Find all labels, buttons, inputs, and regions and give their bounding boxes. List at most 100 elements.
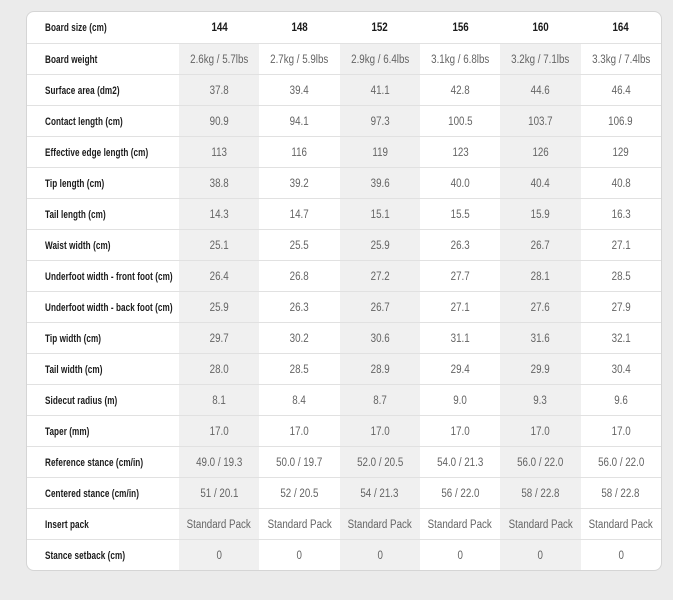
- cell-value: 58 / 22.8: [580, 477, 661, 509]
- table-row: Sidecut radius (m) 8.1 8.4 8.7 9.0 9.3 9…: [27, 384, 661, 416]
- cell-value-text: 44.6: [530, 84, 550, 97]
- cell-value: 17.0: [500, 415, 581, 447]
- row-label-text: Stance setback (cm): [45, 549, 126, 562]
- row-label-text: Reference stance (cm/in): [45, 456, 144, 469]
- cell-value: 8.1: [179, 384, 260, 416]
- cell-value-text: 56.0 / 22.0: [597, 456, 644, 469]
- cell-value-text: 38.8: [209, 177, 229, 190]
- cell-value: 27.9: [580, 291, 661, 323]
- cell-value: 16.3: [580, 198, 661, 230]
- table-row: Surface area (dm2) 37.8 39.4 41.1 42.8 4…: [27, 74, 661, 106]
- column-header-text: 164: [612, 22, 629, 35]
- cell-value: 29.4: [419, 353, 501, 385]
- cell-value-text: 14.7: [289, 208, 310, 221]
- cell-value-text: 9.3: [533, 394, 548, 407]
- table-row: Underfoot width - back foot (cm) 25.9 26…: [27, 291, 661, 323]
- cell-value-text: 25.5: [289, 239, 310, 252]
- cell-value-text: 0: [216, 549, 222, 562]
- cell-value: 38.8: [179, 167, 260, 199]
- row-label-text: Contact length (cm): [45, 115, 123, 128]
- cell-value-text: 28.0: [209, 363, 229, 376]
- cell-value: 9.0: [419, 384, 501, 416]
- cell-value: Standard Pack: [179, 508, 260, 540]
- cell-value-text: 103.7: [528, 115, 553, 128]
- table-row: Contact length (cm) 90.9 94.1 97.3 100.5…: [27, 105, 661, 137]
- cell-value-text: 54.0 / 21.3: [437, 456, 484, 469]
- cell-value: 30.6: [339, 322, 420, 354]
- row-label-text: Underfoot width - back foot (cm): [45, 301, 173, 314]
- cell-value: 123: [419, 136, 501, 168]
- cell-value: 113: [179, 136, 260, 168]
- cell-value: Standard Pack: [580, 508, 661, 540]
- cell-value-text: 27.2: [370, 270, 390, 283]
- cell-value: 106.9: [580, 105, 661, 137]
- cell-value-text: 39.6: [370, 177, 390, 190]
- cell-value-text: 17.0: [450, 425, 470, 438]
- row-label: Sidecut radius (m): [27, 384, 179, 416]
- cell-value-text: 28.5: [289, 363, 310, 376]
- cell-value: 0: [500, 539, 581, 570]
- cell-value: 28.0: [179, 353, 260, 385]
- row-label: Tip width (cm): [27, 322, 179, 354]
- cell-value: 40.4: [500, 167, 581, 199]
- cell-value-text: 28.9: [370, 363, 390, 376]
- cell-value: 28.5: [259, 353, 340, 385]
- cell-value-text: 25.9: [209, 301, 229, 314]
- cell-value-text: 26.7: [530, 239, 550, 252]
- cell-value-text: 14.3: [209, 208, 229, 221]
- row-label: Effective edge length (cm): [27, 136, 179, 168]
- cell-value: Standard Pack: [500, 508, 581, 540]
- cell-value: 39.6: [339, 167, 420, 199]
- cell-value-text: 90.9: [209, 115, 229, 128]
- row-label: Surface area (dm2): [27, 74, 179, 106]
- cell-value-text: 0: [618, 549, 624, 562]
- cell-value-text: 56.0 / 22.0: [517, 456, 564, 469]
- cell-value-text: 31.1: [450, 332, 470, 345]
- cell-value-text: 42.8: [450, 84, 470, 97]
- cell-value-text: 17.0: [370, 425, 390, 438]
- row-label-text: Underfoot width - front foot (cm): [45, 270, 173, 283]
- cell-value-text: 3.1kg / 6.8lbs: [431, 53, 490, 66]
- table-row: Underfoot width - front foot (cm) 26.4 2…: [27, 260, 661, 292]
- cell-value: 129: [580, 136, 661, 168]
- cell-value-text: 30.6: [370, 332, 390, 345]
- cell-value: 42.8: [419, 74, 501, 106]
- cell-value: 3.2kg / 7.1lbs: [500, 43, 581, 75]
- cell-value: 8.4: [259, 384, 340, 416]
- cell-value-text: 56 / 22.0: [441, 487, 480, 500]
- cell-value-text: 106.9: [608, 115, 634, 128]
- cell-value: 31.1: [419, 322, 501, 354]
- cell-value: 29.7: [179, 322, 260, 354]
- column-header-text: 160: [532, 22, 549, 35]
- cell-value-text: 2.6kg / 5.7lbs: [190, 53, 249, 66]
- cell-value-text: 17.0: [289, 425, 310, 438]
- cell-value: 97.3: [339, 105, 420, 137]
- cell-value: 40.0: [419, 167, 501, 199]
- cell-value: 56.0 / 22.0: [500, 446, 581, 478]
- cell-value: 17.0: [179, 415, 260, 447]
- cell-value: 54 / 21.3: [339, 477, 420, 509]
- cell-value: 100.5: [419, 105, 501, 137]
- cell-value: 54.0 / 21.3: [419, 446, 501, 478]
- row-label: Underfoot width - front foot (cm): [27, 260, 179, 292]
- cell-value-text: 116: [291, 146, 308, 159]
- cell-value-text: 52.0 / 20.5: [356, 456, 403, 469]
- cell-value: 94.1: [259, 105, 340, 137]
- cell-value-text: 41.1: [370, 84, 390, 97]
- cell-value: 2.9kg / 6.4lbs: [339, 43, 420, 75]
- cell-value: 39.2: [259, 167, 340, 199]
- table-row: Board weight 2.6kg / 5.7lbs 2.7kg / 5.9l…: [27, 43, 661, 75]
- cell-value: 15.5: [419, 198, 501, 230]
- cell-value: 28.5: [580, 260, 661, 292]
- cell-value-text: 0: [296, 549, 303, 562]
- cell-value: 52 / 20.5: [259, 477, 340, 509]
- cell-value: 26.7: [500, 229, 581, 261]
- cell-value-text: 40.0: [450, 177, 470, 190]
- cell-value: 8.7: [339, 384, 420, 416]
- cell-value: 28.9: [339, 353, 420, 385]
- table-row: Reference stance (cm/in) 49.0 / 19.3 50.…: [27, 446, 661, 478]
- cell-value: 32.1: [580, 322, 661, 354]
- cell-value: 27.2: [339, 260, 420, 292]
- column-header-text: 152: [371, 22, 388, 35]
- cell-value: 126: [500, 136, 581, 168]
